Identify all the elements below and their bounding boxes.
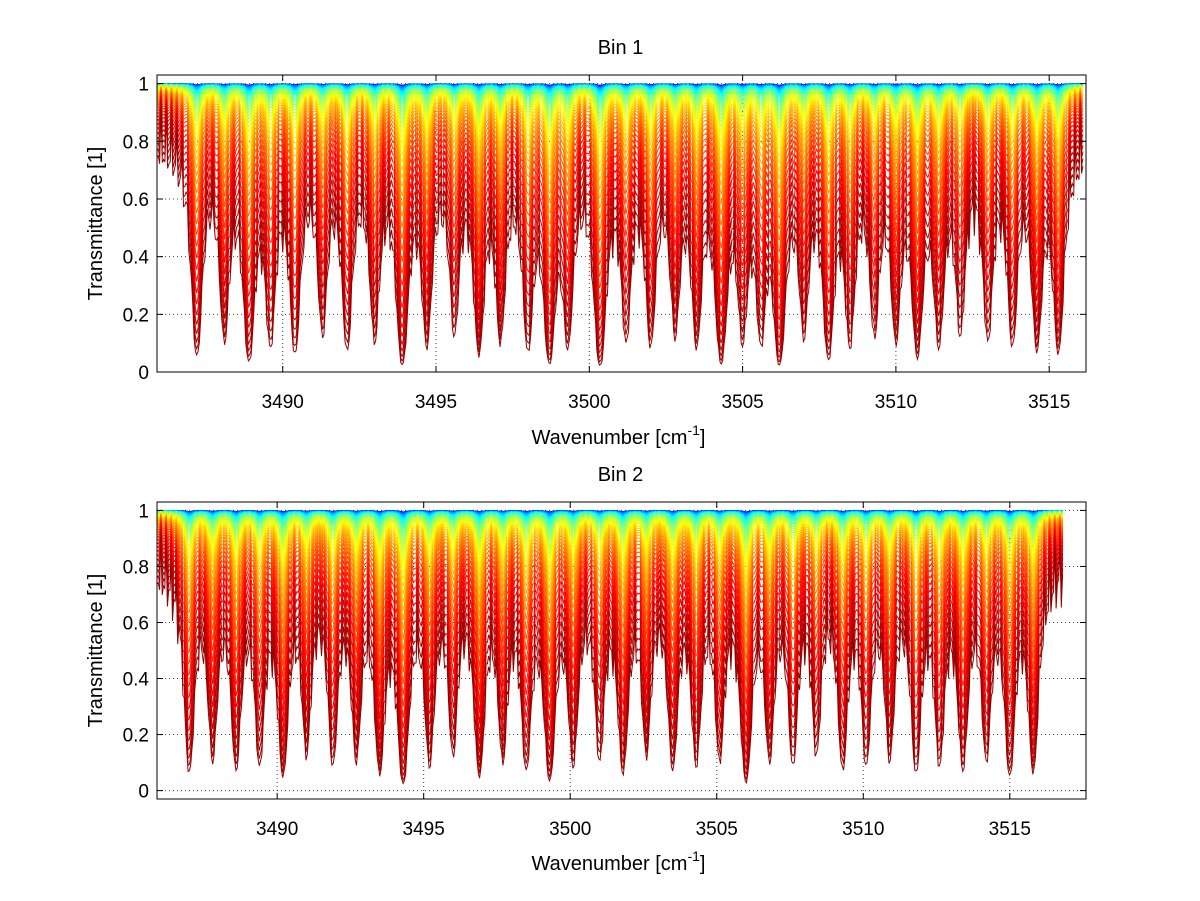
x-tick-label: 3515 [989, 819, 1031, 840]
traces-bin-1 [156, 83, 1084, 367]
spectrum-line [156, 90, 1084, 265]
spectrum-line [156, 99, 1084, 348]
ticks-bin-2: 3490 3495 3500 3505 3510 3515 0 0.2 0.4 0.6 0.8 1 [123, 501, 1086, 840]
y-tick-label: 0.4 [123, 248, 150, 269]
spectrum-line [156, 92, 1084, 300]
y-tick-label: 0 [138, 782, 149, 803]
x-axis-label-close: ] [700, 853, 706, 875]
y-tick-label: 1 [138, 501, 149, 522]
spectrum-line [156, 102, 1084, 359]
y-tick-label: 1 [138, 75, 149, 96]
spectrum-line [156, 536, 1064, 785]
y-tick-label: 0.6 [123, 190, 149, 211]
x-tick-label: 3495 [415, 392, 457, 413]
chart-title-bin-2: Bin 2 [598, 464, 644, 486]
x-tick-label: 3505 [696, 819, 738, 840]
x-tick-label: 3490 [262, 392, 304, 413]
x-axis-label-exponent: -1 [687, 848, 700, 864]
spectrum-line [156, 100, 1084, 354]
axes-bin-2: 3490 3495 3500 3505 3510 3515 0 0.2 0.4 0.6 0.8 1 B… [85, 464, 1087, 875]
axes-bin-1: 3490 3495 3500 3505 3510 3515 0 0.2 0.4 0.6 0.8 1 B… [85, 37, 1087, 449]
x-axis-label-close: ] [700, 427, 706, 449]
x-tick-label: 3490 [256, 819, 298, 840]
y-tick-label: 0 [138, 363, 149, 384]
x-tick-label: 3510 [875, 392, 917, 413]
ticks-bin-1: 3490 3495 3500 3505 3510 3515 0 0.2 0.4 0.6 0.8 1 [123, 75, 1086, 413]
y-tick-label: 0.8 [123, 132, 149, 153]
spectrum-line [156, 94, 1084, 321]
x-tick-label: 3500 [549, 819, 591, 840]
spectrum-line [156, 91, 1084, 289]
spectrum-line [156, 90, 1084, 277]
axes-frame-bin-2 [156, 501, 1087, 800]
x-tick-label: 3495 [403, 819, 445, 840]
axes-frame-bin-1 [156, 74, 1087, 373]
spectrum-line [156, 96, 1084, 332]
x-axis-label-text: Wavenumber [cm [532, 853, 688, 875]
chart-title-bin-1: Bin 1 [598, 37, 644, 59]
y-tick-label: 0.8 [123, 557, 149, 578]
x-axis-label-bin-1: Wavenumber [cm-1] [532, 422, 706, 449]
y-axis-label-bin-2: Transmittance [1] [85, 574, 107, 728]
y-tick-label: 0.2 [123, 305, 149, 326]
x-axis-label-exponent: -1 [687, 422, 700, 438]
x-axis-label-bin-2: Wavenumber [cm-1] [532, 848, 706, 875]
x-axis-label-text: Wavenumber [cm [532, 427, 688, 449]
spectrum-line [156, 107, 1084, 367]
y-tick-label: 0.2 [123, 726, 149, 747]
x-tick-label: 3505 [721, 392, 763, 413]
x-tick-label: 3500 [568, 392, 610, 413]
y-axis-label-bin-1: Transmittance [1] [85, 147, 107, 301]
y-tick-label: 0.4 [123, 670, 150, 691]
spectrum-line [156, 88, 1084, 242]
x-tick-label: 3510 [842, 819, 884, 840]
y-tick-label: 0.6 [123, 613, 149, 634]
spectrum-line [156, 87, 1084, 220]
traces-bin-2 [156, 509, 1064, 785]
x-tick-label: 3515 [1028, 392, 1070, 413]
spectrum-line [156, 93, 1084, 311]
spectrum-line [156, 104, 1084, 363]
spectrum-line [156, 97, 1084, 341]
